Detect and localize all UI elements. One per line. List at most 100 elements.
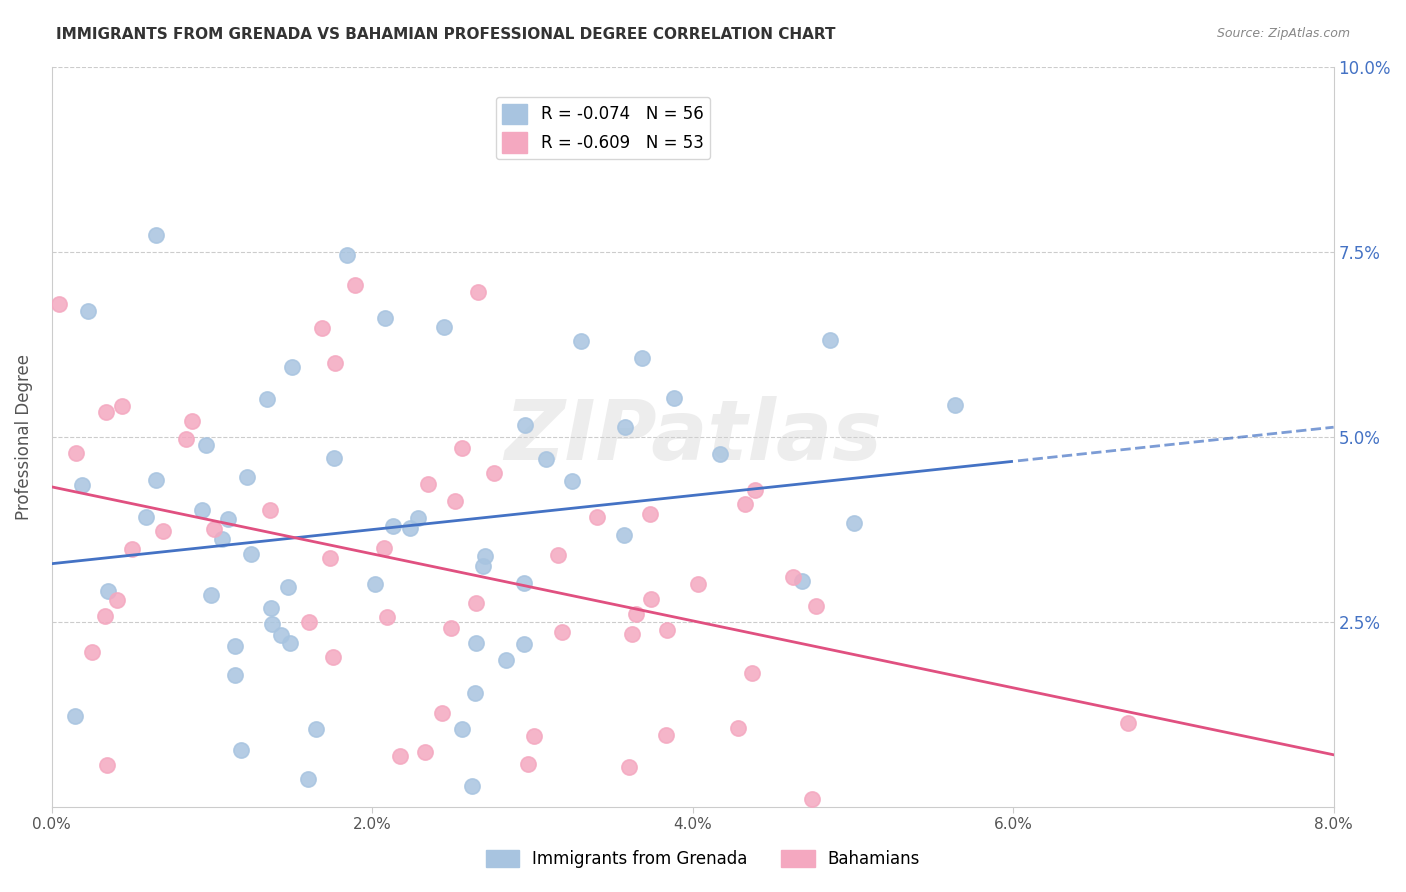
- Point: [551, 625, 574, 640]
- Point: [943, 398, 966, 412]
- Point: [464, 685, 486, 699]
- Point: [655, 728, 678, 742]
- Point: [224, 667, 246, 681]
- Point: [472, 559, 495, 574]
- Point: [181, 414, 204, 428]
- Point: [727, 721, 749, 735]
- Point: [534, 451, 557, 466]
- Point: [323, 356, 346, 370]
- Point: [319, 551, 342, 566]
- Point: [260, 617, 283, 632]
- Point: [381, 519, 404, 533]
- Point: [406, 511, 429, 525]
- Point: [804, 599, 827, 614]
- Point: [561, 475, 583, 489]
- Point: [240, 547, 263, 561]
- Point: [82, 645, 104, 659]
- Point: [467, 285, 489, 299]
- Point: [513, 576, 536, 591]
- Point: [121, 542, 143, 557]
- Point: [364, 577, 387, 591]
- Point: [145, 227, 167, 242]
- Point: [842, 516, 865, 531]
- Point: [513, 417, 536, 432]
- Point: [516, 757, 538, 772]
- Point: [495, 653, 517, 667]
- Point: [343, 278, 366, 293]
- Point: [281, 360, 304, 375]
- Point: [818, 334, 841, 348]
- Point: [621, 627, 644, 641]
- Point: [174, 432, 197, 446]
- Point: [741, 665, 763, 680]
- Point: [513, 637, 536, 651]
- Point: [335, 248, 357, 262]
- Point: [792, 574, 814, 588]
- Point: [482, 466, 505, 480]
- Point: [782, 570, 804, 584]
- Point: [631, 351, 654, 365]
- Point: [465, 596, 488, 610]
- Point: [547, 548, 569, 562]
- Point: [624, 607, 647, 621]
- Point: [200, 588, 222, 602]
- Point: [236, 470, 259, 484]
- Point: [586, 510, 609, 524]
- Point: [270, 628, 292, 642]
- Point: [323, 451, 346, 466]
- Point: [389, 749, 412, 764]
- Point: [444, 494, 467, 508]
- Point: [145, 473, 167, 487]
- Point: [305, 723, 328, 737]
- Point: [298, 615, 321, 629]
- Point: [413, 745, 436, 759]
- Point: [640, 592, 662, 607]
- Point: [433, 319, 456, 334]
- Point: [619, 759, 641, 773]
- Point: [709, 447, 731, 461]
- Point: [260, 601, 283, 615]
- Point: [474, 549, 496, 564]
- Point: [569, 334, 592, 349]
- Point: [399, 521, 422, 535]
- Point: [256, 392, 278, 406]
- Point: [450, 723, 472, 737]
- Point: [48, 297, 70, 311]
- Point: [107, 593, 129, 607]
- Point: [373, 541, 395, 556]
- Point: [375, 609, 398, 624]
- Legend: R = -0.074   N = 56, R = -0.609   N = 53: R = -0.074 N = 56, R = -0.609 N = 53: [496, 97, 710, 160]
- Point: [465, 636, 488, 650]
- Point: [229, 743, 252, 757]
- Point: [734, 497, 756, 511]
- Point: [523, 730, 546, 744]
- Point: [461, 779, 484, 793]
- Point: [77, 303, 100, 318]
- Point: [657, 624, 679, 638]
- Point: [63, 709, 86, 723]
- Point: [744, 483, 766, 498]
- Point: [97, 584, 120, 599]
- Point: [277, 580, 299, 594]
- Point: [322, 649, 344, 664]
- Point: [311, 320, 333, 334]
- Point: [278, 636, 301, 650]
- Point: [440, 621, 463, 635]
- Y-axis label: Professional Degree: Professional Degree: [15, 354, 32, 520]
- Point: [416, 476, 439, 491]
- Point: [217, 512, 239, 526]
- Text: IMMIGRANTS FROM GRENADA VS BAHAMIAN PROFESSIONAL DEGREE CORRELATION CHART: IMMIGRANTS FROM GRENADA VS BAHAMIAN PROF…: [56, 27, 835, 42]
- Point: [135, 509, 157, 524]
- Point: [259, 502, 281, 516]
- Point: [430, 706, 453, 721]
- Legend: Immigrants from Grenada, Bahamians: Immigrants from Grenada, Bahamians: [479, 843, 927, 875]
- Point: [94, 609, 117, 624]
- Point: [111, 399, 134, 413]
- Point: [152, 524, 174, 538]
- Point: [451, 441, 474, 455]
- Point: [191, 503, 214, 517]
- Point: [297, 772, 319, 787]
- Point: [65, 445, 87, 459]
- Point: [211, 533, 233, 547]
- Point: [640, 507, 662, 521]
